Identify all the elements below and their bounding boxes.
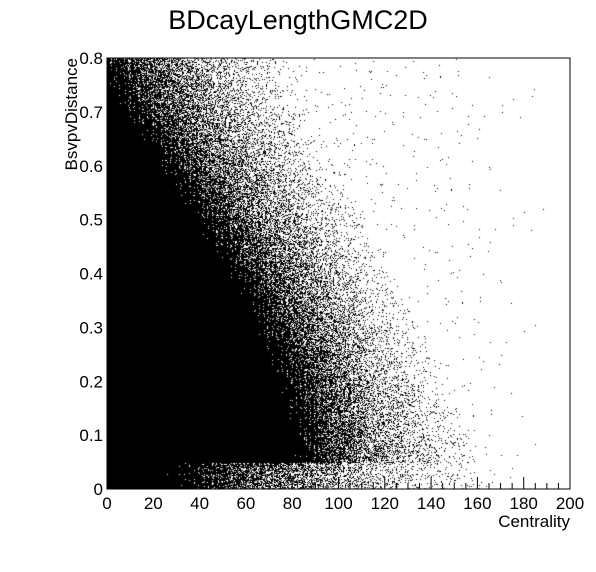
x-axis: 0 20 40 60 80 100 120 140 160 180 200 (102, 477, 584, 513)
y-axis: 0 0.1 0.2 0.3 0.4 0.5 0.6 0.7 0.8 (79, 49, 119, 499)
x-tick-label: 100 (324, 494, 352, 513)
y-tick-label: 0.8 (79, 49, 103, 68)
y-tick-label: 0 (94, 480, 103, 499)
scatter-points (107, 58, 570, 489)
x-tick-label: 200 (556, 494, 584, 513)
x-tick-label: 60 (236, 494, 255, 513)
x-tick-label: 140 (417, 494, 445, 513)
y-tick-label: 0.1 (79, 426, 103, 445)
plot-area (106, 57, 571, 490)
x-tick-label: 120 (371, 494, 399, 513)
x-tick-label: 40 (190, 494, 209, 513)
y-tick-label: 0.4 (79, 265, 103, 284)
y-axis-label: BsvpvDistance (62, 58, 81, 170)
x-tick-label: 80 (283, 494, 302, 513)
x-tick-label: 20 (144, 494, 163, 513)
y-tick-label: 0.5 (79, 211, 103, 230)
x-tick-label: 0 (102, 494, 111, 513)
y-tick-label: 0.7 (79, 103, 103, 122)
y-tick-label: 0.3 (79, 318, 103, 337)
x-tick-label: 160 (463, 494, 491, 513)
x-axis-label: Centrality (498, 512, 570, 531)
scatter-density-image (107, 58, 570, 489)
chart-title: BDcayLengthGMC2D (168, 5, 428, 35)
x-tick-label: 180 (510, 494, 538, 513)
y-tick-label: 0.2 (79, 372, 103, 391)
y-tick-label: 0.6 (79, 157, 103, 176)
